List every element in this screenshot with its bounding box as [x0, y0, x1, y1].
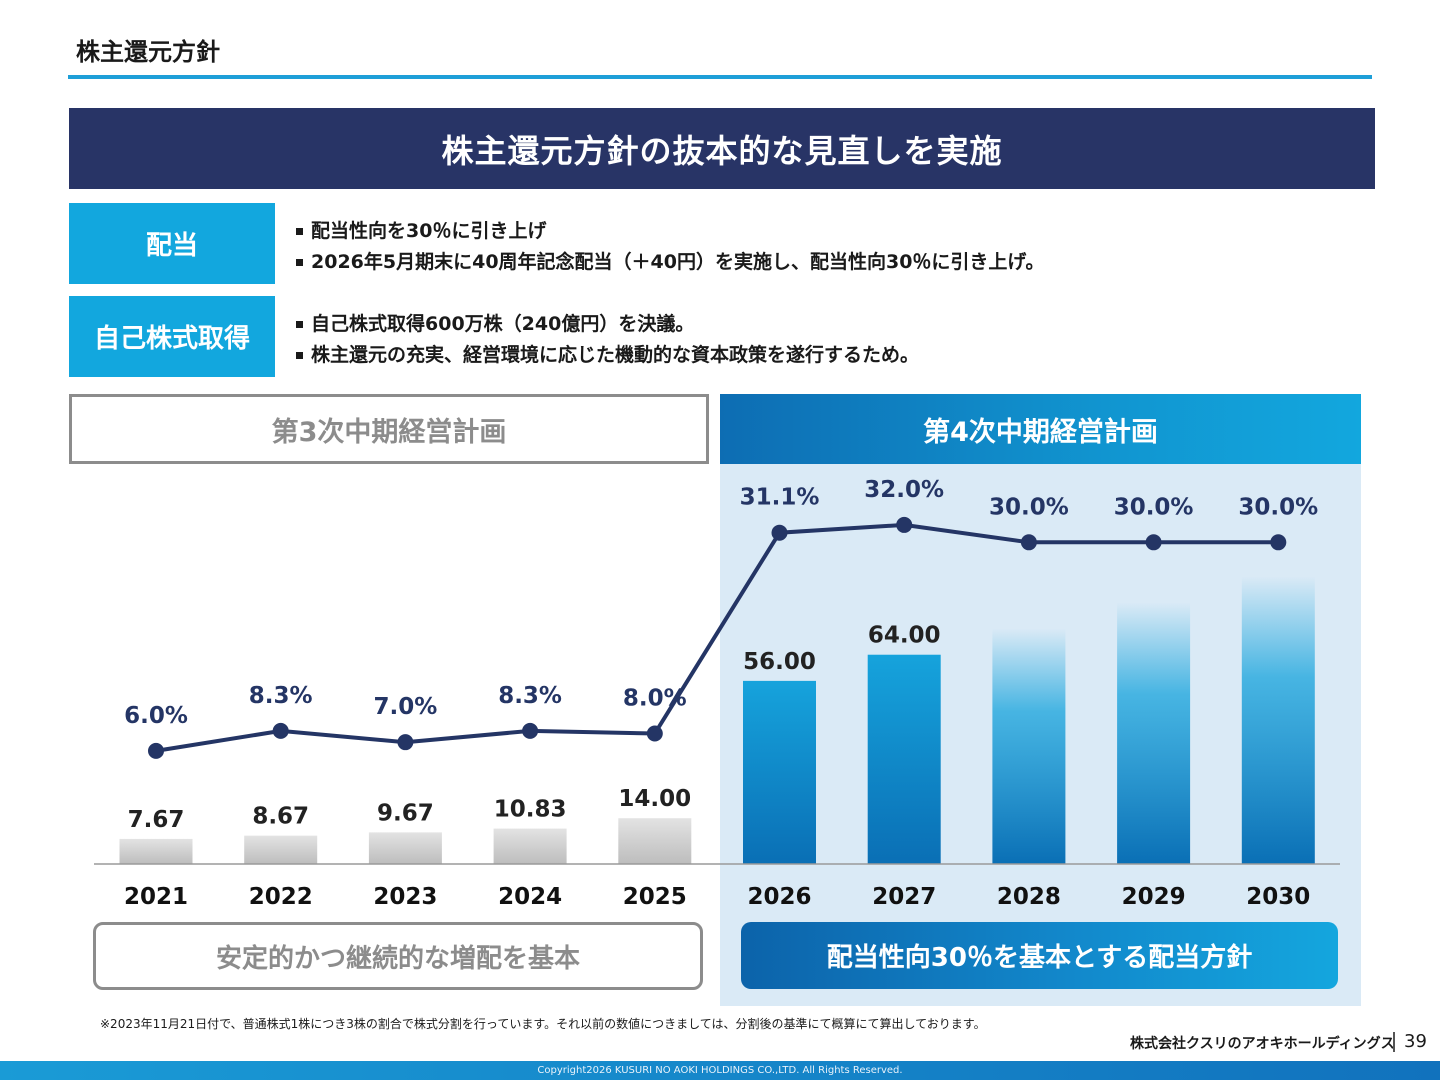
headline-banner: 株主還元方針の抜本的な見直しを実施: [69, 108, 1375, 189]
payout-point-2029: [1145, 534, 1162, 551]
dividend-label: 配当: [69, 203, 275, 284]
x-tick-2021: 2021: [124, 884, 188, 910]
payout-label-2028: 30.0%: [989, 494, 1069, 520]
plan4-summary: 配当性向30％を基本とする配当方針: [741, 922, 1338, 989]
x-tick-2026: 2026: [747, 884, 811, 910]
payout-label-2024: 8.3%: [498, 683, 562, 709]
payout-point-2026: [771, 524, 788, 541]
buyback-label: 自己株式取得: [69, 296, 275, 377]
payout-point-2023: [397, 734, 414, 751]
payout-label-2029: 30.0%: [1114, 494, 1194, 520]
payout-label-2030: 30.0%: [1238, 494, 1318, 520]
dividend-bullet-2: 2026年5月期末に40周年記念配当（＋40円）を実施し、配当性向30％に引き上…: [296, 247, 1044, 278]
payout-point-2030: [1270, 534, 1287, 551]
x-tick-2025: 2025: [623, 884, 687, 910]
footer-divider: [1393, 1032, 1395, 1052]
payout-point-2024: [522, 722, 539, 739]
dividend-label-2023: 9.67: [377, 800, 434, 826]
copyright-bar: Copyright2026 KUSURI NO AOKI HOLDINGS CO…: [0, 1061, 1440, 1080]
company-name: 株式会社クスリのアオキホールディングス: [1130, 1036, 1395, 1052]
plan3-summary: 安定的かつ継続的な増配を基本: [93, 922, 703, 990]
plan3-header: 第3次中期経営計画: [69, 394, 709, 464]
dividend-bar-2021: [119, 838, 193, 864]
dividend-bar-2022: [244, 835, 318, 864]
dividend-label-2025: 14.00: [618, 786, 691, 812]
payout-label-2026: 31.1%: [740, 485, 820, 511]
payout-label-2025: 8.0%: [623, 685, 687, 711]
dividend-bar-2027: [867, 654, 941, 864]
title-rule: [68, 75, 1372, 79]
dividend-bullet-1: 配当性向を30％に引き上げ: [296, 216, 1044, 247]
payout-label-2023: 7.0%: [374, 694, 438, 720]
payout-label-2022: 8.3%: [249, 683, 313, 709]
dividend-label-2024: 10.83: [494, 797, 567, 823]
dividend-bar-2025: [618, 818, 692, 864]
dividend-bar-2023: [368, 832, 442, 864]
payout-label-2027: 32.0%: [864, 477, 944, 503]
x-tick-2027: 2027: [872, 884, 936, 910]
x-tick-2028: 2028: [997, 884, 1061, 910]
dividend-label-2027: 64.00: [868, 623, 941, 649]
buyback-bullet-2: 株主還元の充実、経営環境に応じた機動的な資本政策を遂行するため。: [296, 340, 919, 371]
plan4-header: 第4次中期経営計画: [720, 394, 1361, 464]
page-number: 39: [1404, 1031, 1427, 1052]
dividend-bar-2030: [1241, 576, 1315, 864]
payout-point-2027: [896, 516, 913, 533]
x-tick-2029: 2029: [1122, 884, 1186, 910]
dividend-bar-2029: [1117, 602, 1191, 864]
x-tick-2023: 2023: [373, 884, 437, 910]
footnote: ※2023年11月21日付で、普通株式1株につき3株の割合で株式分割を行っていま…: [100, 1017, 986, 1031]
payout-label-2021: 6.0%: [124, 703, 188, 729]
payout-point-2021: [148, 742, 164, 759]
x-tick-2022: 2022: [249, 884, 313, 910]
dividend-label-2026: 56.00: [743, 649, 816, 675]
payout-point-2022: [272, 722, 289, 739]
x-tick-2030: 2030: [1246, 884, 1310, 910]
payout-point-2028: [1020, 534, 1037, 551]
x-tick-2024: 2024: [498, 884, 562, 910]
dividend-bar-2024: [493, 828, 567, 864]
buyback-bullet-1: 自己株式取得600万株（240億円）を決議。: [296, 309, 919, 340]
dividend-bullets: 配当性向を30％に引き上げ 2026年5月期末に40周年記念配当（＋40円）を実…: [296, 216, 1044, 278]
payout-ratio-line: [155, 522, 1279, 753]
dividend-label-2022: 8.67: [252, 804, 309, 830]
dividend-label-2021: 7.67: [128, 807, 185, 833]
dividend-bar-2028: [992, 628, 1066, 864]
page-title: 株主還元方針: [76, 38, 220, 66]
buyback-bullets: 自己株式取得600万株（240億円）を決議。 株主還元の充実、経営環境に応じた機…: [296, 309, 919, 371]
payout-point-2025: [646, 725, 663, 742]
dividend-bar-2026: [743, 680, 816, 864]
